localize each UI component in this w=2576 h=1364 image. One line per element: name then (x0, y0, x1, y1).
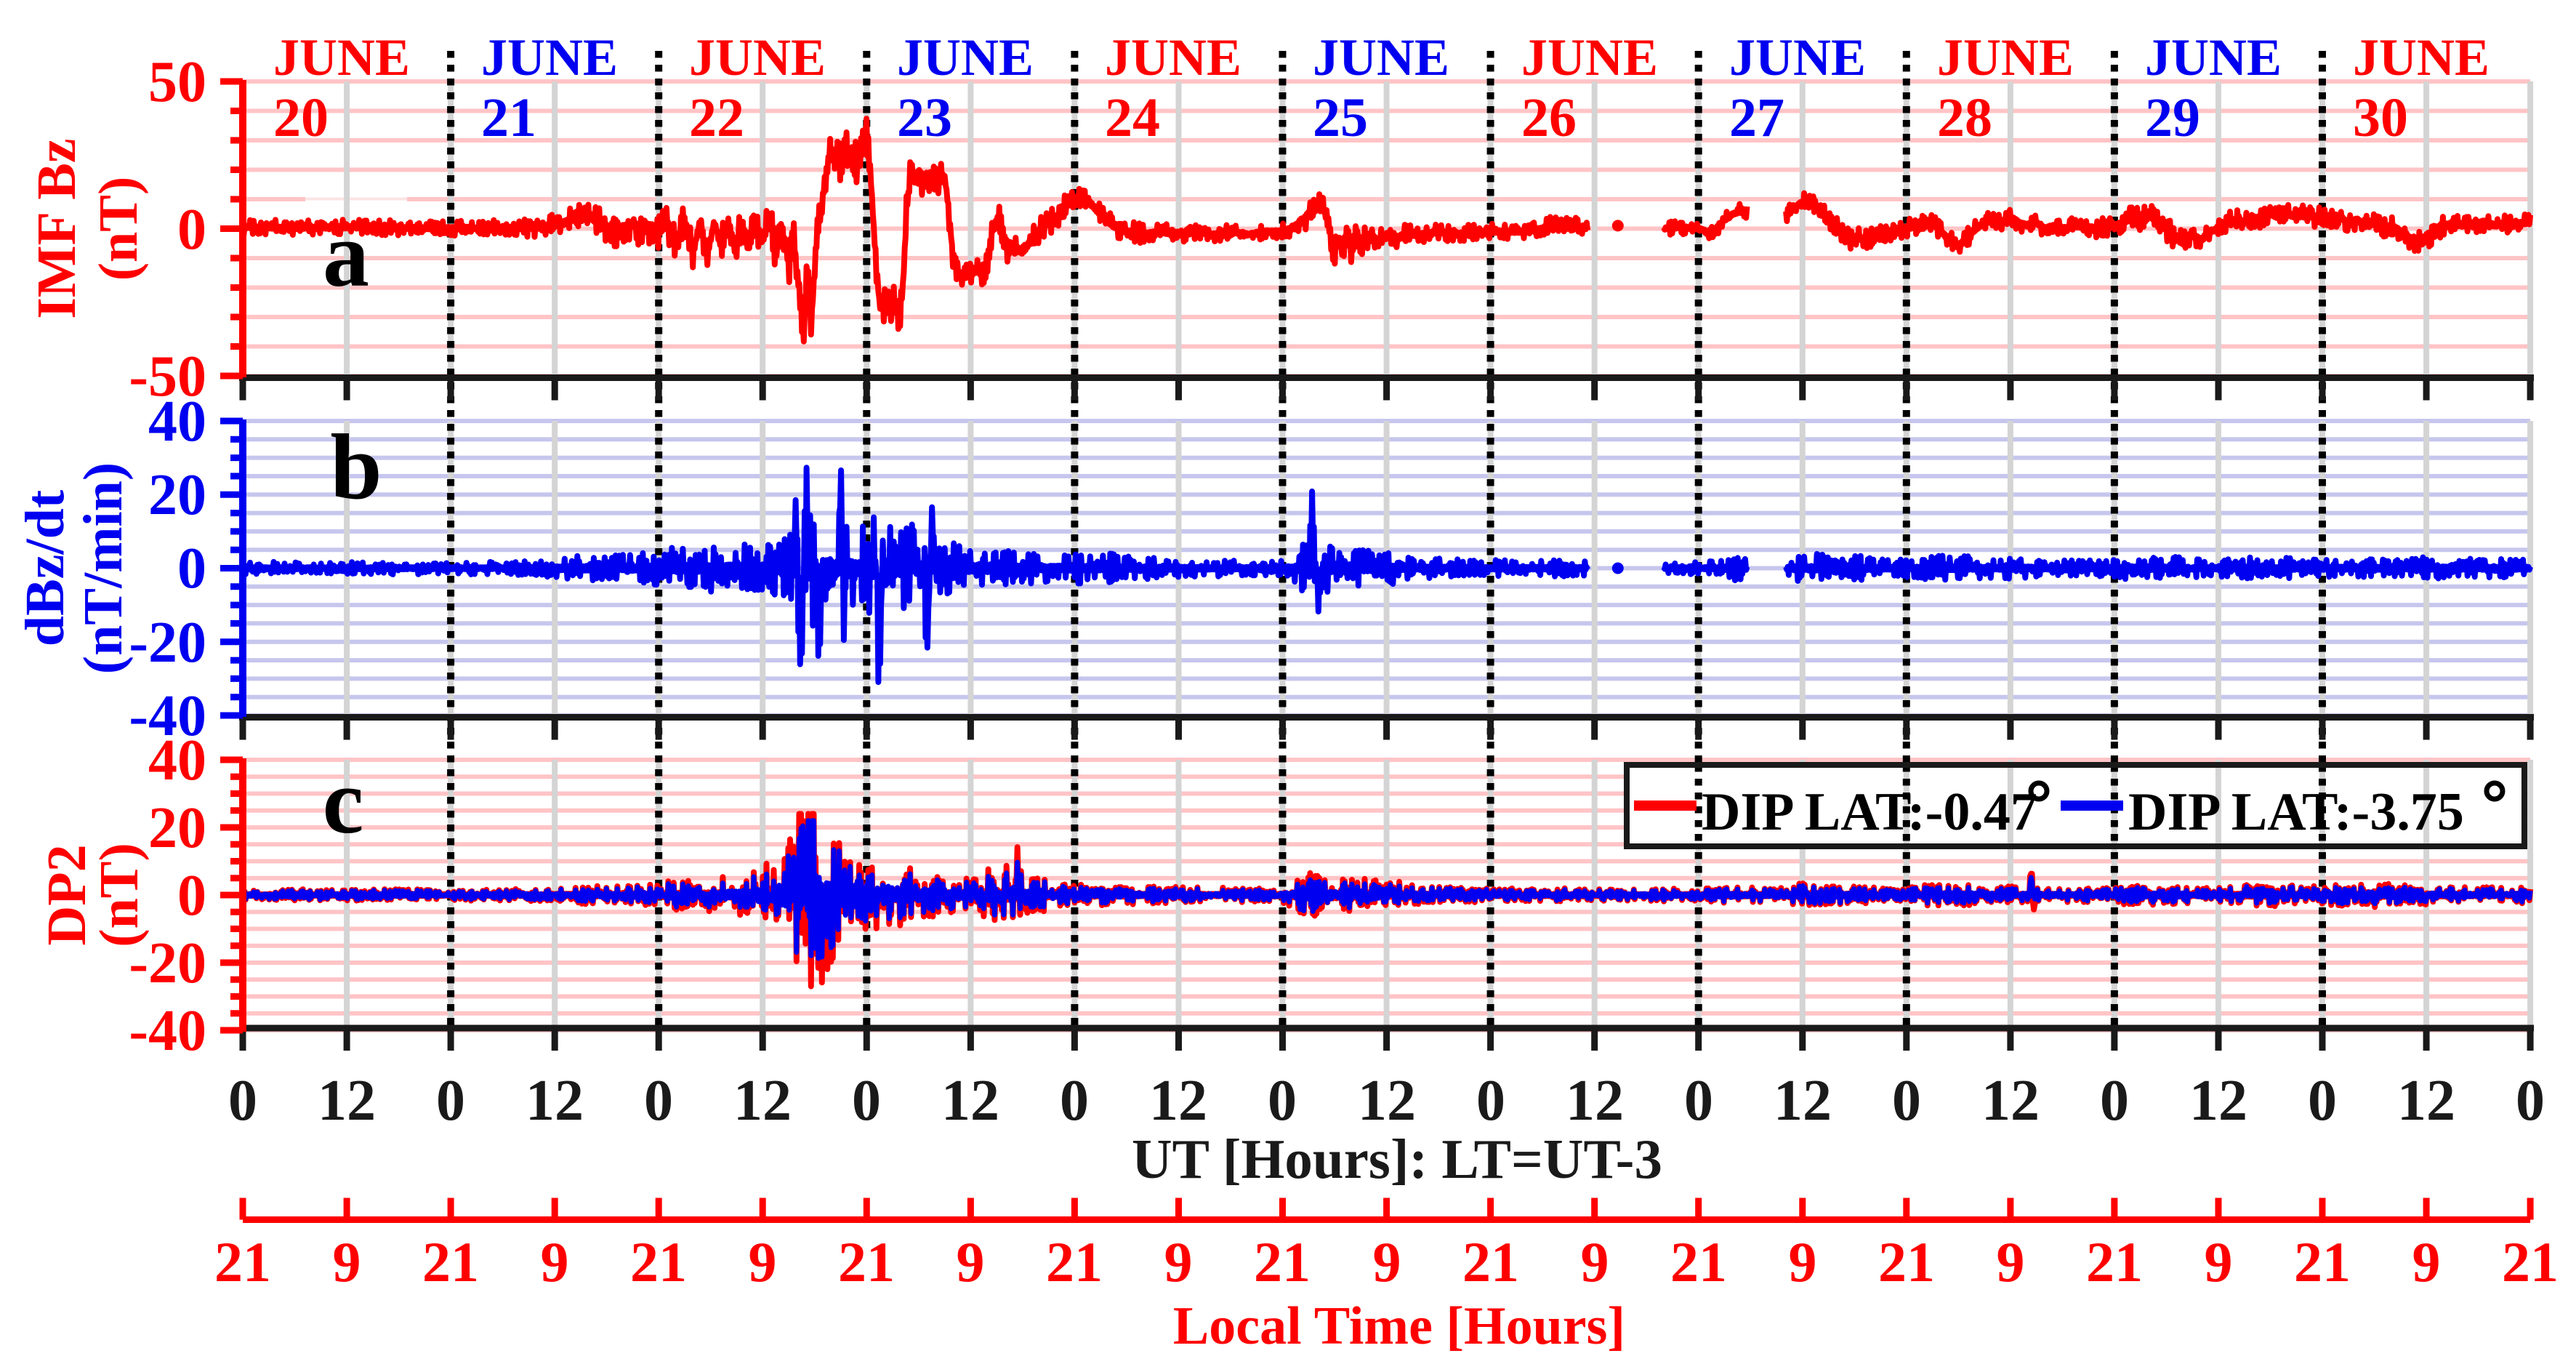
svg-text:29: 29 (2145, 87, 2200, 148)
svg-text:JUNE: JUNE (1521, 28, 1658, 87)
svg-text:9: 9 (1997, 1230, 2025, 1293)
svg-text:9: 9 (957, 1230, 985, 1293)
svg-text:JUNE: JUNE (1105, 28, 1241, 87)
svg-text:IMF Bz: IMF Bz (26, 138, 87, 318)
svg-text:21: 21 (1878, 1230, 1935, 1293)
svg-text:9: 9 (1164, 1230, 1193, 1293)
svg-text:JUNE: JUNE (481, 28, 618, 87)
svg-text:0: 0 (177, 198, 206, 262)
svg-text:21: 21 (1254, 1230, 1311, 1293)
svg-text:9: 9 (1581, 1230, 1609, 1293)
svg-text:0: 0 (1892, 1069, 1921, 1133)
svg-text:-20: -20 (129, 611, 206, 675)
svg-text:(nT/min): (nT/min) (73, 462, 134, 674)
svg-text:dBz/dt: dBz/dt (15, 490, 76, 646)
svg-text:JUNE: JUNE (2145, 28, 2282, 87)
svg-text:20: 20 (148, 796, 206, 860)
svg-text:(nT): (nT) (89, 843, 150, 947)
svg-text:12: 12 (1774, 1069, 1832, 1133)
svg-text:0: 0 (436, 1069, 465, 1133)
svg-text:23: 23 (897, 87, 952, 148)
svg-text:21: 21 (2294, 1230, 2351, 1293)
svg-text:12: 12 (1149, 1069, 1207, 1133)
svg-text:21: 21 (1046, 1230, 1103, 1293)
svg-text:21: 21 (1462, 1230, 1519, 1293)
svg-text:JUNE: JUNE (273, 28, 410, 87)
svg-text:25: 25 (1313, 87, 1368, 148)
svg-text:-40: -40 (129, 684, 206, 748)
svg-text:27: 27 (1729, 87, 1784, 148)
svg-text:9: 9 (1789, 1230, 1817, 1293)
svg-text:0: 0 (2308, 1069, 2337, 1133)
svg-text:9: 9 (1373, 1230, 1401, 1293)
svg-text:21: 21 (1670, 1230, 1727, 1293)
svg-text:0: 0 (177, 537, 206, 601)
svg-text:12: 12 (733, 1069, 792, 1133)
svg-text:26: 26 (1521, 87, 1577, 148)
svg-text:0: 0 (1476, 1069, 1505, 1133)
svg-text:9: 9 (749, 1230, 777, 1293)
svg-text:28: 28 (1937, 87, 1992, 148)
svg-text:0: 0 (1268, 1069, 1297, 1133)
svg-text:a: a (323, 203, 369, 306)
svg-text:40: 40 (148, 729, 206, 793)
svg-text:JUNE: JUNE (897, 28, 1034, 87)
svg-text:(nT): (nT) (88, 177, 149, 281)
svg-text:21: 21 (2502, 1230, 2559, 1293)
svg-text:12: 12 (2189, 1069, 2247, 1133)
svg-text:DP2: DP2 (36, 844, 97, 945)
svg-text:0: 0 (2100, 1069, 2129, 1133)
svg-text:0: 0 (228, 1069, 257, 1133)
svg-text:9: 9 (2205, 1230, 2233, 1293)
svg-text:JUNE: JUNE (689, 28, 826, 87)
svg-text:12: 12 (318, 1069, 376, 1133)
svg-text:0: 0 (2516, 1069, 2545, 1133)
svg-text:12: 12 (1358, 1069, 1416, 1133)
svg-text:c: c (323, 750, 364, 853)
svg-text:21: 21 (481, 87, 536, 148)
svg-text:JUNE: JUNE (1313, 28, 1449, 87)
svg-text:30: 30 (2353, 87, 2408, 148)
svg-text:21: 21 (214, 1230, 271, 1293)
svg-text:b: b (330, 415, 382, 518)
svg-text:22: 22 (689, 87, 744, 148)
svg-text:-50: -50 (129, 345, 206, 409)
svg-text:40: 40 (148, 390, 206, 454)
svg-text:0: 0 (177, 864, 206, 928)
svg-text:12: 12 (1981, 1069, 2040, 1133)
svg-text:20: 20 (273, 87, 329, 148)
svg-text:12: 12 (526, 1069, 584, 1133)
svg-text:0: 0 (1060, 1069, 1089, 1133)
svg-text:12: 12 (941, 1069, 999, 1133)
svg-text:-40: -40 (129, 999, 206, 1063)
svg-text:9: 9 (333, 1230, 361, 1293)
svg-text:DIP LAT:-3.75: DIP LAT:-3.75 (2128, 782, 2464, 842)
svg-text:12: 12 (2397, 1069, 2455, 1133)
svg-text:Local Time [Hours]: Local Time [Hours] (1173, 1296, 1625, 1356)
svg-text:21: 21 (838, 1230, 895, 1293)
svg-text:UT [Hours]: LT=UT-3: UT [Hours]: LT=UT-3 (1132, 1128, 1662, 1190)
svg-text:21: 21 (422, 1230, 479, 1293)
svg-text:0: 0 (644, 1069, 673, 1133)
svg-text:DIP LAT:-0.47: DIP LAT:-0.47 (1702, 782, 2037, 842)
svg-text:24: 24 (1105, 87, 1160, 148)
svg-text:21: 21 (630, 1230, 687, 1293)
svg-text:50: 50 (148, 50, 206, 114)
svg-text:9: 9 (2412, 1230, 2441, 1293)
svg-text:JUNE: JUNE (2353, 28, 2490, 87)
svg-text:0: 0 (852, 1069, 881, 1133)
svg-text:20: 20 (148, 463, 206, 527)
svg-text:0: 0 (1684, 1069, 1713, 1133)
svg-text:12: 12 (1566, 1069, 1624, 1133)
svg-text:9: 9 (541, 1230, 569, 1293)
svg-text:JUNE: JUNE (1729, 28, 1866, 87)
svg-text:21: 21 (2086, 1230, 2143, 1293)
svg-text:-20: -20 (129, 931, 206, 995)
svg-text:JUNE: JUNE (1937, 28, 2074, 87)
